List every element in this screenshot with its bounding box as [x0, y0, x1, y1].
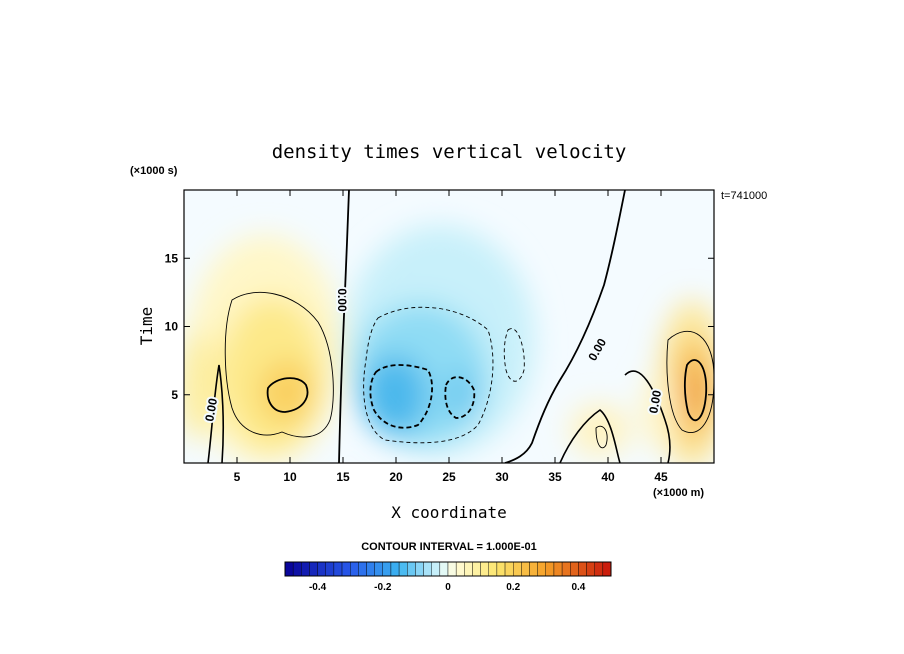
colorbar-bin — [561, 561, 571, 577]
colorbar-bin — [594, 561, 604, 577]
contours — [207, 190, 714, 463]
colorbar-tick-label: -0.2 — [374, 582, 392, 593]
colorbar-bin — [439, 561, 449, 577]
colorbar-bin — [398, 561, 408, 577]
colorbar-bin — [325, 561, 335, 577]
contour-interval-text: CONTOUR INTERVAL = 1.000E-01 — [361, 541, 537, 553]
colorbar-bin — [488, 561, 498, 577]
colorbar-bin — [374, 561, 383, 577]
colorbar-bin — [521, 561, 530, 577]
neg-02-east — [444, 376, 476, 419]
colorbar-bin — [602, 561, 612, 577]
colorbar-bin — [513, 561, 522, 577]
colorbar-bin — [480, 561, 489, 577]
zero-contour-lower — [559, 409, 621, 463]
zero-contour-east — [624, 370, 671, 463]
colorbar-bin — [504, 561, 514, 577]
x-tick-label: 20 — [389, 470, 403, 484]
colorbar-bin — [537, 561, 547, 577]
neg-01-main — [363, 306, 494, 444]
colorbar-bin — [586, 561, 595, 577]
colorbar-bin — [341, 561, 351, 577]
colorbar-bin — [366, 561, 375, 577]
y-axis-label: Time — [137, 307, 156, 346]
colorbar-bin — [317, 561, 326, 577]
x-axis-ticks: 5 10 15 20 25 30 35 40 45 — [234, 190, 668, 484]
neg-01-east — [503, 328, 525, 382]
colorbar-bin — [431, 561, 441, 577]
colorbar-tick-label: 0 — [445, 582, 451, 593]
colorbar-bin — [292, 561, 302, 577]
colorbar-bin — [529, 561, 538, 577]
y-tick-label: 10 — [165, 320, 179, 334]
colorbar-frame — [284, 561, 612, 577]
colorbar — [284, 561, 612, 577]
zero-label-1: 0.00 — [335, 288, 349, 312]
chart-title: density times vertical velocity — [272, 141, 627, 163]
x-tick-label: 35 — [548, 470, 562, 484]
colorbar-bin — [301, 561, 310, 577]
colorbar-bin — [415, 561, 424, 577]
pos-01-left — [224, 291, 334, 438]
time-label: t=741000 — [721, 190, 767, 202]
colorbar-bin — [407, 561, 416, 577]
neg-02-main — [369, 364, 433, 429]
colorbar-bin — [545, 561, 555, 577]
colorbar-bin — [333, 561, 343, 577]
colorbar-bin — [447, 561, 457, 577]
x-tick-label: 30 — [495, 470, 509, 484]
colorbar-bin — [423, 561, 432, 577]
pos-02-right — [683, 359, 708, 422]
colorbar-bin — [309, 561, 318, 577]
colorbar-bin — [464, 561, 473, 577]
zero-contour-right — [504, 190, 626, 463]
pos-01-small — [595, 425, 608, 449]
x-tick-label: 45 — [654, 470, 668, 484]
x-axis-label: X coordinate — [391, 503, 507, 522]
pos-02-left — [266, 377, 309, 413]
x-tick-label: 40 — [601, 470, 615, 484]
colorbar-bin — [358, 561, 367, 577]
y-tick-label: 5 — [171, 388, 178, 402]
y-tick-label: 15 — [165, 251, 179, 265]
colorbar-bin — [350, 561, 359, 577]
colorbar-bin — [455, 561, 465, 577]
zero-contour-edge — [207, 364, 225, 463]
y-unit-label: (×1000 s) — [130, 165, 178, 177]
colorbar-tick-label: 0.2 — [506, 582, 520, 593]
y-axis-ticks: 5 10 15 — [165, 251, 714, 402]
x-tick-label: 10 — [283, 470, 297, 484]
zero-label-3: 0.00 — [202, 397, 220, 423]
colorbar-bin — [553, 561, 563, 577]
colorbar-ticks: -0.4 -0.2 0 0.2 0.4 — [309, 582, 586, 593]
zero-label-4: 0.00 — [646, 389, 664, 415]
colorbar-bin — [284, 561, 294, 577]
colorbar-bin — [382, 561, 392, 577]
colorbar-bin — [472, 561, 481, 577]
x-tick-label: 15 — [336, 470, 350, 484]
plot-area: 0.00 0.00 0.00 0.00 — [184, 190, 714, 463]
colorbar-tick-label: -0.4 — [309, 582, 327, 593]
colorbar-bin — [496, 561, 506, 577]
colorbar-bin — [570, 561, 579, 577]
colorbar-bin — [578, 561, 587, 577]
colorbar-tick-label: 0.4 — [571, 582, 585, 593]
pos-01-right — [666, 330, 714, 433]
x-tick-label: 5 — [234, 470, 241, 484]
x-unit-label: (×1000 m) — [653, 487, 704, 499]
zero-contour-left — [338, 190, 350, 463]
colorbar-bin — [390, 561, 400, 577]
x-tick-label: 25 — [442, 470, 456, 484]
